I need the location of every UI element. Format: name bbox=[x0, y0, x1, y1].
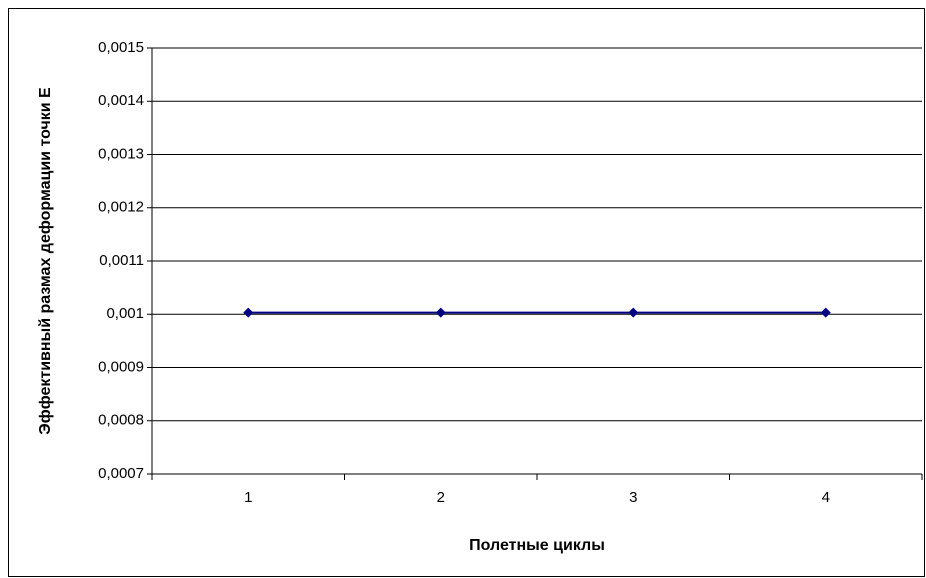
point-marker bbox=[435, 307, 446, 318]
y-tick-label: 0,0009 bbox=[98, 358, 144, 375]
x-axis-label: Полетные циклы bbox=[469, 537, 605, 554]
x-tick-label: 4 bbox=[822, 489, 830, 506]
x-tick-label: 3 bbox=[629, 489, 637, 506]
x-tick-label: 2 bbox=[437, 489, 445, 506]
y-tick-label: 0,0008 bbox=[98, 412, 144, 429]
y-tick-label: 0,0012 bbox=[98, 199, 144, 216]
point-marker bbox=[243, 307, 254, 318]
chart-frame bbox=[8, 8, 925, 577]
y-tick-label: 0,0007 bbox=[98, 465, 144, 482]
point-marker bbox=[628, 307, 639, 318]
y-tick-label: 0,0014 bbox=[98, 92, 144, 109]
y-tick-label: 0,001 bbox=[106, 305, 144, 322]
point-marker bbox=[820, 307, 831, 318]
y-tick-label: 0,0011 bbox=[99, 252, 144, 269]
x-tick-label: 1 bbox=[244, 489, 252, 506]
y-tick-label: 0,0015 bbox=[98, 39, 144, 56]
y-tick-label: 0,0013 bbox=[98, 145, 144, 162]
y-axis-label: Эффективный размах деформации точки E bbox=[37, 87, 54, 435]
